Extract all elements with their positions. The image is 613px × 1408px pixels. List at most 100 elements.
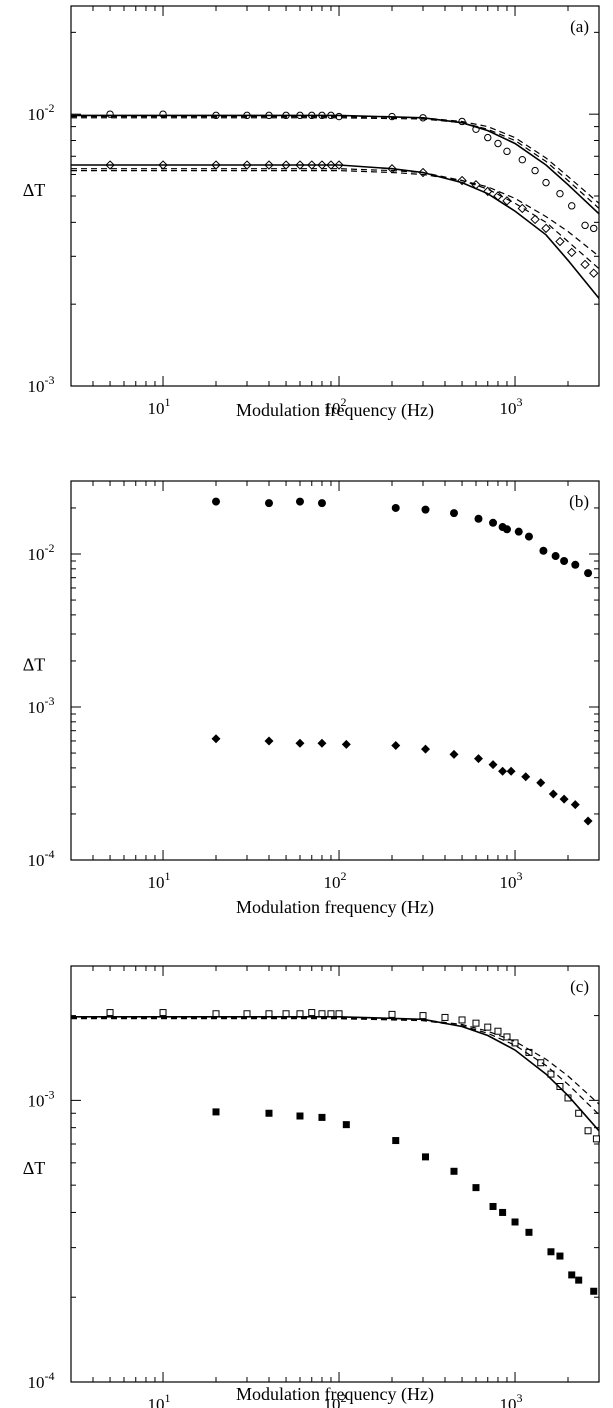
filled-square-marker	[489, 1202, 497, 1210]
x-tick-label-base: 10	[500, 873, 517, 892]
filled-circle-marker	[421, 505, 430, 514]
filled-diamond-marker	[559, 794, 569, 804]
open-square-marker	[159, 1009, 167, 1017]
open-square-marker	[212, 1010, 220, 1018]
y-tick-label: 10-3	[28, 694, 55, 717]
open-square-marker	[335, 1010, 343, 1018]
filled-diamond-marker	[570, 800, 580, 810]
x-tick-label: 101	[148, 1391, 171, 1408]
y-axis-label: ΔT	[23, 655, 46, 675]
y-tick-label-base: 10	[28, 545, 45, 564]
x-tick-label: 103	[500, 1391, 523, 1408]
x-tick-label-exponent: 3	[517, 1391, 523, 1405]
open-diamond-marker	[555, 236, 565, 247]
x-tick-label: 101	[148, 395, 171, 418]
x-tick-label-base: 10	[324, 399, 341, 418]
x-tick-label: 102	[324, 869, 347, 892]
x-tick-label-exponent: 2	[341, 395, 347, 409]
filled-circle-marker	[264, 499, 273, 508]
dashed-fit-line	[71, 168, 600, 270]
filled-diamond-marker	[317, 738, 327, 748]
x-axis-label: Modulation frequency (Hz)	[236, 1384, 434, 1405]
x-axis-label: Modulation frequency (Hz)	[236, 400, 434, 421]
filled-circle-marker	[317, 499, 326, 508]
filled-circle-marker	[449, 509, 458, 518]
open-square-marker	[308, 1009, 316, 1017]
filled-circle-marker	[551, 552, 560, 561]
open-circle-marker	[531, 166, 539, 175]
y-tick-label: 10-3	[28, 373, 55, 396]
plot-frame	[70, 5, 600, 387]
x-tick-label-exponent: 3	[517, 395, 523, 409]
filled-square-marker	[575, 1276, 583, 1284]
open-diamond-marker	[567, 247, 577, 258]
filled-circle-marker	[571, 560, 580, 569]
filled-square-marker	[499, 1208, 507, 1216]
open-diamond-marker	[502, 196, 512, 206]
y-tick-label: 10-2	[28, 101, 55, 124]
filled-diamond-marker	[498, 766, 508, 776]
x-tick-label-base: 10	[148, 399, 165, 418]
open-diamond-marker	[541, 223, 551, 234]
filled-diamond-marker	[473, 754, 483, 764]
open-square-marker	[106, 1009, 114, 1017]
panel-label: (c)	[570, 977, 589, 996]
filled-diamond-marker	[341, 739, 351, 749]
filled-square-marker	[525, 1228, 533, 1236]
x-tick-label: 102	[324, 395, 347, 418]
x-tick-label-exponent: 2	[341, 869, 347, 883]
filled-diamond-marker	[488, 760, 498, 770]
open-square-marker	[265, 1010, 273, 1018]
open-square-marker	[441, 1013, 449, 1021]
filled-diamond-marker	[449, 749, 459, 759]
panel-label: (a)	[570, 17, 589, 36]
y-axis-label: ΔT	[23, 1158, 46, 1178]
open-square-marker	[243, 1010, 251, 1018]
x-tick-label-exponent: 3	[517, 869, 523, 883]
filled-circle-marker	[489, 518, 498, 527]
plot-frame	[70, 965, 600, 1383]
y-tick-label: 10-2	[28, 541, 55, 564]
filled-square-marker	[212, 1108, 220, 1116]
y-tick-label: 10-3	[28, 1087, 55, 1110]
filled-square-marker	[392, 1137, 400, 1145]
filled-diamond-marker	[536, 778, 546, 788]
filled-diamond-marker	[421, 744, 431, 754]
filled-diamond-marker	[583, 816, 593, 826]
y-tick-label: 10-4	[28, 1369, 55, 1392]
open-square-marker	[327, 1010, 335, 1018]
open-square-marker	[494, 1027, 502, 1035]
open-circle-marker	[494, 139, 502, 148]
plot-frame	[70, 480, 600, 861]
open-square-marker	[575, 1109, 583, 1117]
x-tick-label: 101	[148, 869, 171, 892]
open-diamond-marker	[530, 214, 540, 225]
open-circle-marker	[590, 224, 598, 233]
filled-square-marker	[568, 1271, 576, 1279]
open-circle-marker	[484, 133, 492, 142]
y-tick-label-exponent: -3	[45, 694, 55, 708]
x-tick-label-base: 10	[500, 399, 517, 418]
open-square-marker	[556, 1083, 564, 1091]
y-tick-label-base: 10	[28, 1091, 45, 1110]
filled-square-marker	[547, 1248, 555, 1256]
x-tick-label-exponent: 2	[341, 1391, 347, 1405]
y-axis-label: ΔT	[23, 180, 46, 200]
filled-square-marker	[511, 1218, 519, 1226]
filled-square-marker	[342, 1121, 350, 1129]
open-square-marker	[472, 1019, 480, 1027]
open-square-marker	[537, 1059, 545, 1067]
y-tick-label-base: 10	[28, 851, 45, 870]
filled-circle-marker	[539, 546, 548, 555]
solid-fit-line	[71, 164, 600, 299]
filled-diamond-marker	[211, 734, 221, 744]
x-tick-label-base: 10	[324, 873, 341, 892]
filled-circle-marker	[295, 497, 304, 506]
y-tick-label: 10-4	[28, 847, 55, 870]
y-tick-label-base: 10	[28, 1373, 45, 1392]
panel-label: (b)	[569, 492, 589, 511]
